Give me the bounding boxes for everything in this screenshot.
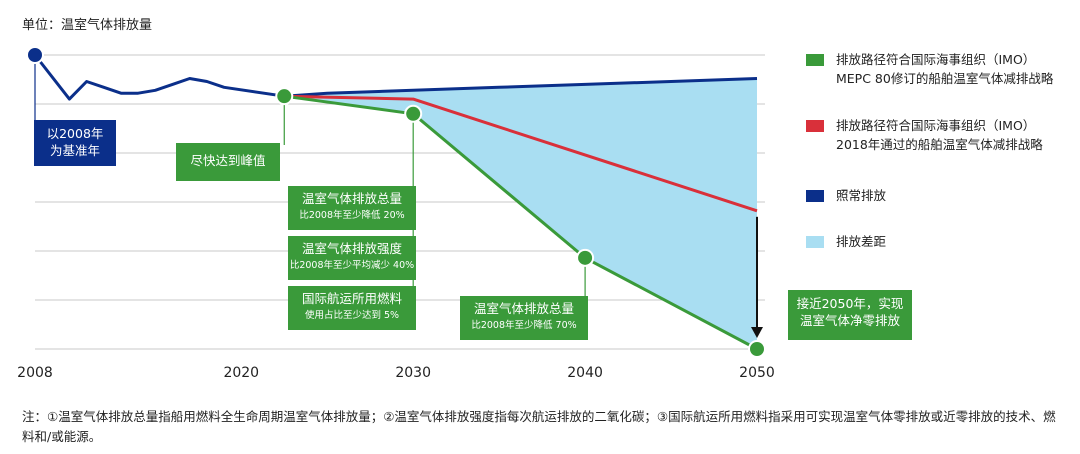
footnote: 注：①温室气体排放总量指船用燃料全生命周期温室气体排放量；②温室气体排放强度指每…	[22, 409, 1056, 444]
callout-netzero-2050: 接近2050年，实现温室气体净零排放	[788, 290, 912, 340]
callout-intensity-2030-sub: 比2008年至少平均减少 40%	[289, 259, 415, 271]
x-tick-2050: 2050	[739, 365, 775, 381]
callout-peak: 尽快达到峰值	[176, 143, 280, 181]
callout-baseline-text: 以2008年为基准年	[46, 126, 104, 158]
callout-total-2040-sub: 比2008年至少降低 70%	[471, 319, 577, 331]
callout-fuel-2030-main: 国际航运所用燃料	[301, 291, 402, 306]
series-lines	[33, 54, 758, 351]
legend-label-gap: 排放差距	[836, 234, 887, 249]
legend-item-bau: 照常排放	[806, 186, 886, 205]
series-line-mepc80	[284, 94, 758, 351]
marker-mepc80-2050	[748, 340, 766, 358]
callout-fuel-2030: 国际航运所用燃料 使用占比至少达到 5%	[288, 286, 416, 330]
legend-label-mepc80: 排放路径符合国际海事组织（IMO） MEPC 80修订的船舶温室气体减排战略	[836, 52, 1054, 86]
callout-fuel-2030-sub: 使用占比至少达到 5%	[304, 309, 400, 321]
x-tick-2020: 2020	[223, 365, 259, 381]
callout-netzero-2050-text: 接近2050年，实现温室气体净零排放	[796, 296, 904, 328]
series-line-imo2018	[284, 94, 758, 213]
marker-bau-2008	[26, 46, 44, 64]
marker-mepc80-2030	[404, 104, 423, 123]
x-tick-2030: 2030	[395, 365, 431, 381]
x-tick-2040: 2040	[567, 365, 603, 381]
series-line-bau	[33, 54, 758, 101]
series-markers	[26, 46, 766, 358]
legend-swatch-mepc80	[806, 54, 824, 66]
legend-swatch-gap	[806, 236, 824, 248]
callout-total-2040: 温室气体排放总量 比2008年至少降低 70%	[460, 296, 588, 340]
y-unit-label: 单位：温室气体排放量	[22, 18, 153, 33]
callout-intensity-2030: 温室气体排放强度 比2008年至少平均减少 40%	[288, 236, 416, 280]
legend-label-imo2018: 排放路径符合国际海事组织（IMO） 2018年通过的船舶温室气体减排战略	[836, 118, 1043, 152]
gap-area-layer	[284, 78, 757, 349]
gap-arrow	[751, 216, 763, 338]
callout-total-2030: 温室气体排放总量 比2008年至少降低 20%	[288, 186, 416, 230]
x-tick-2008: 2008	[17, 365, 53, 381]
legend-swatch-imo2018	[806, 120, 824, 132]
marker-mepc80-2022.5	[275, 87, 294, 106]
legend-swatch-bau	[806, 190, 824, 202]
callout-intensity-2030-main: 温室气体排放强度	[301, 241, 402, 256]
gap-area	[284, 78, 757, 349]
callout-total-2040-main: 温室气体排放总量	[473, 301, 574, 316]
callout-peak-text: 尽快达到峰值	[190, 153, 266, 168]
gap-arrow-head	[751, 327, 763, 338]
callout-baseline: 以2008年为基准年	[34, 120, 116, 166]
legend-label-bau: 照常排放	[836, 188, 887, 203]
callout-total-2030-sub: 比2008年至少降低 20%	[299, 209, 405, 221]
marker-mepc80-2040	[576, 248, 595, 267]
legend-item-mepc80: 排放路径符合国际海事组织（IMO） MEPC 80修订的船舶温室气体减排战略	[806, 50, 1053, 88]
callout-total-2030-main: 温室气体排放总量	[301, 191, 402, 206]
x-tick-labels: 2008 2020 2030 2040 2050	[17, 365, 775, 381]
legend-item-gap: 排放差距	[806, 232, 886, 251]
legend-item-imo2018: 排放路径符合国际海事组织（IMO） 2018年通过的船舶温室气体减排战略	[806, 116, 1043, 154]
